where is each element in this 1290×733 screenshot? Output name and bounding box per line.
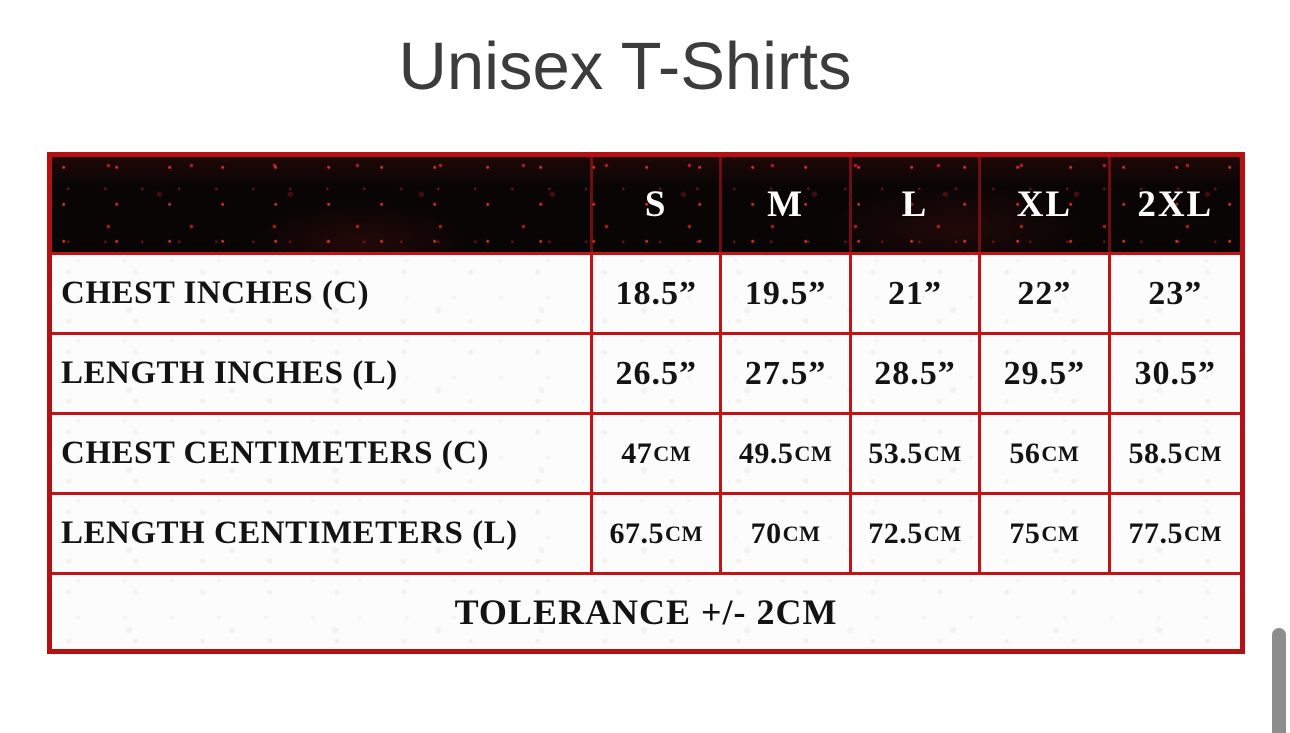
value-cell: 19.5” xyxy=(722,255,852,332)
unit-label: CM xyxy=(1184,520,1223,546)
value-cell: 75 CM xyxy=(981,495,1111,572)
value-cell: 67.5 CM xyxy=(593,495,723,572)
column-header-2xl: 2XL xyxy=(1137,184,1214,225)
value-cell: 77.5 CM xyxy=(1128,516,1223,550)
value-cell: 18.5” xyxy=(593,255,723,332)
value-cell: 47 CM xyxy=(593,415,723,492)
row-label: CHEST CENTIMETERS (C) xyxy=(52,415,593,492)
value-cell: 70 CM xyxy=(722,495,852,572)
value-cell: 23” xyxy=(1148,274,1203,312)
value-cell: 53.5 CM xyxy=(852,415,982,492)
unit-label: CM xyxy=(1184,440,1223,466)
column-header-xl: XL xyxy=(981,157,1111,252)
scrollbar-track[interactable] xyxy=(1272,0,1290,733)
unit-label: CM xyxy=(664,520,703,546)
unit-label: CM xyxy=(923,520,962,546)
table-row: LENGTH CENTIMETERS (L) 67.5 CM 70 CM 72.5 CM 75… xyxy=(52,492,1240,572)
value-cell: 30.5” xyxy=(1134,354,1217,392)
unit-label: CM xyxy=(923,440,962,466)
table-row: CHEST INCHES (C) 18.5” 19.5” 21” 22” 23” xyxy=(52,252,1240,332)
table-header-row: S M L XL 2XL xyxy=(52,157,1240,252)
size-chart-table: S M L XL 2XL CHEST INCHES (C) 18.5” 19.5” 21” 22… xyxy=(47,152,1245,654)
value-cell: 56 CM xyxy=(981,415,1111,492)
row-label: LENGTH CENTIMETERS (L) xyxy=(52,495,593,572)
column-header-s: S xyxy=(593,157,723,252)
value-cell: 21” xyxy=(852,255,982,332)
value-cell: 22” xyxy=(981,255,1111,332)
table-body: CHEST INCHES (C) 18.5” 19.5” 21” 22” 23” LENGT… xyxy=(52,252,1240,572)
value-cell: 29.5” xyxy=(981,335,1111,412)
scrollbar-thumb[interactable] xyxy=(1272,628,1286,733)
value-cell: 72.5 CM xyxy=(852,495,982,572)
unit-label: CM xyxy=(794,440,833,466)
table-footer-row: TOLERANCE +/- 2CM xyxy=(52,572,1240,649)
column-header-l: L xyxy=(852,157,982,252)
unit-label: CM xyxy=(782,520,821,546)
header-empty-cell xyxy=(52,157,593,252)
value-cell: 28.5” xyxy=(852,335,982,412)
unit-label: CM xyxy=(653,440,692,466)
value-cell: 26.5” xyxy=(593,335,723,412)
row-label: CHEST INCHES (C) xyxy=(52,255,593,332)
table-row: LENGTH INCHES (L) 26.5” 27.5” 28.5” 29.5” 30.… xyxy=(52,332,1240,412)
row-label: LENGTH INCHES (L) xyxy=(52,335,593,412)
table-row: CHEST CENTIMETERS (C) 47 CM 49.5 CM 53.5 CM 56 C… xyxy=(52,412,1240,492)
value-cell: 27.5” xyxy=(722,335,852,412)
unit-label: CM xyxy=(1041,520,1080,546)
value-cell: 58.5 CM xyxy=(1128,436,1223,470)
unit-label: CM xyxy=(1041,440,1080,466)
value-cell: 49.5 CM xyxy=(722,415,852,492)
tolerance-note: TOLERANCE +/- 2CM xyxy=(454,592,838,632)
page-title: Unisex T-Shirts xyxy=(398,29,852,104)
column-header-m: M xyxy=(722,157,852,252)
